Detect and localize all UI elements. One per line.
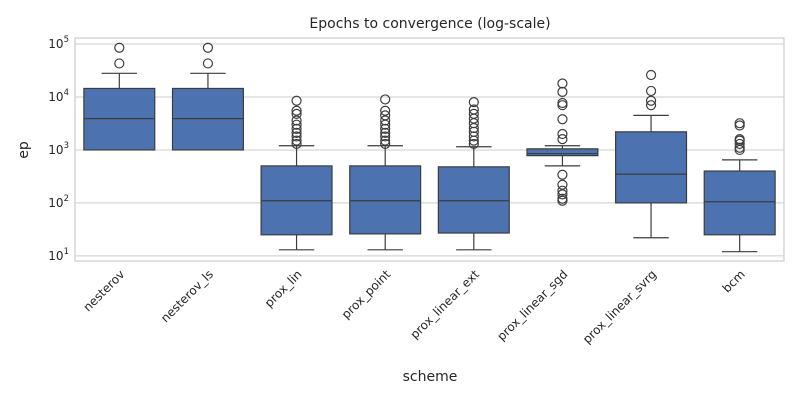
- outlier-point: [380, 110, 391, 121]
- outlier-point: [202, 58, 214, 69]
- y-tick-labels: 101 102 103 104 105: [48, 35, 69, 263]
- outlier-point: [557, 78, 568, 89]
- iqr-box: [526, 148, 599, 157]
- boxes: [83, 42, 776, 253]
- outlier-point: [380, 135, 391, 146]
- box-group-prox_linear_ext: [437, 97, 510, 251]
- y-tick-label: 105: [48, 35, 69, 51]
- y-tick-label: 102: [48, 194, 69, 210]
- outlier-point: [380, 131, 391, 142]
- outlier-point: [380, 123, 391, 134]
- outlier-point: [645, 95, 657, 106]
- outlier-point: [557, 169, 568, 180]
- box-group-prox_lin: [260, 95, 333, 251]
- outlier-point: [291, 95, 302, 106]
- outlier-point: [114, 42, 125, 53]
- outlier-point: [114, 58, 125, 69]
- box-group-bcm: [703, 118, 776, 253]
- box-group-nesterov_ls: [171, 42, 244, 151]
- box-group-nesterov: [83, 42, 156, 151]
- outlier-point: [291, 123, 302, 134]
- box-group-prox_point: [349, 94, 422, 251]
- outlier-point: [291, 105, 302, 116]
- y-tick-label: 101: [48, 247, 69, 263]
- outlier-point: [291, 138, 302, 150]
- outlier-point: [291, 127, 302, 138]
- outlier-point: [557, 97, 568, 109]
- outlier-point: [291, 119, 302, 130]
- outlier-point: [557, 114, 568, 125]
- outlier-point: [380, 138, 391, 150]
- outlier-point: [380, 94, 391, 105]
- outlier-point: [380, 105, 391, 116]
- y-tick-label: 103: [48, 141, 69, 157]
- iqr-box: [703, 170, 776, 236]
- outlier-point: [380, 115, 391, 126]
- iqr-box: [615, 131, 688, 204]
- outlier-point: [557, 179, 568, 190]
- outlier-point: [734, 138, 745, 150]
- outlier-point: [291, 115, 302, 126]
- outlier-point: [202, 42, 214, 53]
- outlier-point: [468, 138, 479, 150]
- chart-title: Epochs to convergence (log-scale): [309, 16, 550, 32]
- box-group-prox_linear_svrg: [615, 69, 688, 239]
- outlier-point: [557, 193, 568, 204]
- outlier-point: [468, 97, 479, 108]
- plot-frame: [74, 37, 785, 262]
- outlier-point: [291, 131, 302, 142]
- outlier-point: [380, 127, 391, 138]
- x-axis-label: scheme: [403, 369, 458, 385]
- outlier-point: [734, 118, 745, 129]
- iqr-box: [437, 166, 510, 234]
- outlier-point: [645, 100, 657, 111]
- y-axis-label: ep: [16, 141, 32, 159]
- iqr-box: [349, 165, 422, 235]
- outlier-point: [291, 135, 302, 146]
- outlier-point: [734, 134, 745, 145]
- outlier-point: [645, 69, 657, 81]
- outlier-point: [557, 128, 568, 140]
- outlier-point: [291, 108, 302, 119]
- y-tick-label: 104: [48, 88, 69, 104]
- box-group-prox_linear_sgd: [526, 78, 599, 206]
- outlier-point: [557, 86, 568, 97]
- outlier-point: [468, 104, 479, 115]
- outlier-point: [468, 108, 479, 119]
- outlier-point: [557, 134, 568, 145]
- outlier-point: [645, 85, 657, 97]
- outlier-point: [557, 185, 568, 196]
